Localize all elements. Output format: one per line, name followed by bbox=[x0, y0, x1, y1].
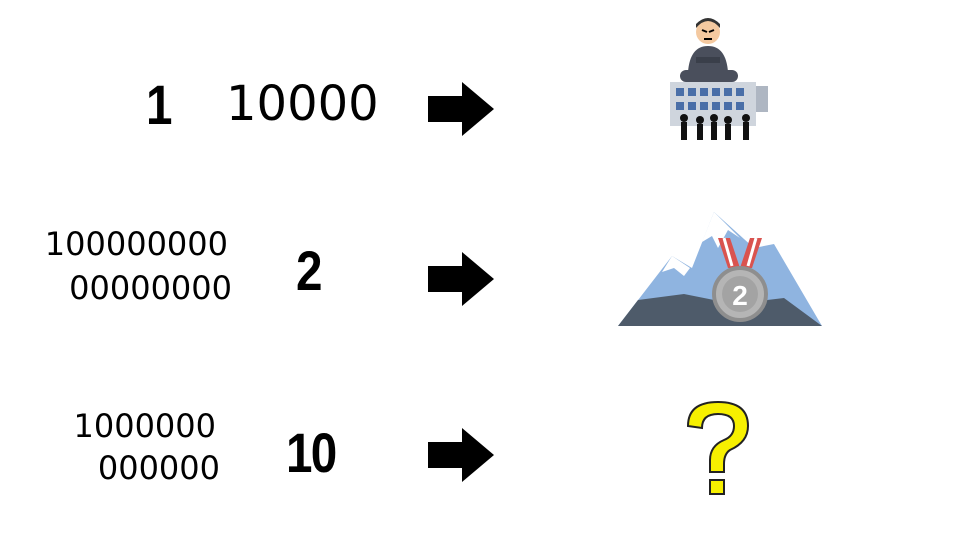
value-number-line-1: 1000000 bbox=[73, 407, 216, 445]
rank-number: 2 bbox=[296, 239, 322, 302]
value-number-line-2: 00000000 bbox=[69, 269, 232, 307]
value-number-line-1: 100000000 bbox=[44, 225, 228, 263]
rank-number: 1 bbox=[146, 73, 172, 136]
value-number-line-2: 000000 bbox=[97, 449, 220, 487]
ranking-row-2: 100000000 00000000 2 2 bbox=[0, 190, 960, 350]
rank-number: 10 bbox=[286, 421, 337, 484]
ranking-row-3: 1000000 000000 10 bbox=[0, 370, 960, 530]
ranking-row-1: 1 10000 bbox=[0, 18, 960, 180]
right-arrow-icon bbox=[428, 252, 494, 306]
value-number: 10000 bbox=[226, 76, 379, 132]
boss-on-company-building-icon bbox=[670, 18, 768, 140]
silver-medal-mountain-icon: 2 bbox=[618, 212, 822, 326]
right-arrow-icon bbox=[428, 82, 494, 136]
right-arrow-icon bbox=[428, 428, 494, 482]
question-mark-icon bbox=[686, 400, 750, 495]
svg-text:2: 2 bbox=[732, 280, 748, 311]
